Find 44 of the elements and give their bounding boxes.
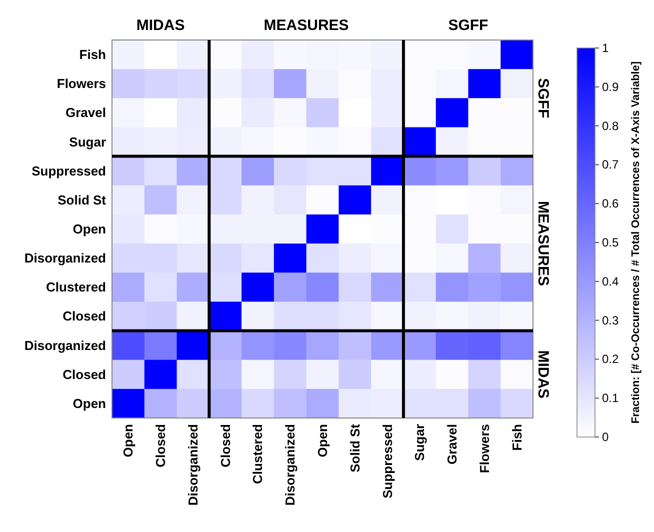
x-tick-label: Clustered [250,424,266,484]
x-tick-label: Disorganized [282,424,298,506]
x-tick-label: Disorganized [185,424,200,506]
text: MEASURES [534,201,552,286]
x-tick-label: Closed [153,424,168,468]
text: SGFF [448,17,488,34]
x-tick-label: Flowers [476,424,492,474]
x-tick-label: Open [120,424,136,458]
y-tick-label: Closed [62,366,106,382]
y-tick-label: Clustered [46,280,106,295]
color-bar-label: 1 [602,41,609,55]
y-tick-label: Disorganized [24,338,106,353]
text: SGFF [534,78,552,118]
x-tick-label: Suppressed [380,424,395,498]
x-tick-label: Open [315,424,330,458]
color-bar-label: 0 [602,430,609,444]
color-bar-label: 0.9 [602,80,620,94]
text: MIDAS [534,350,552,399]
color-bar-label: 0.3 [602,313,620,328]
text: MIDAS [136,17,185,34]
color-bar-title: Fraction: [# Co-Occurrences / # Total Occurrences of X-Axis Variable] [630,61,642,424]
y-tick-label: Open [72,396,106,411]
color-bar-label: 0.4 [602,274,620,288]
y-tick-label: Fish [79,47,106,62]
color-bar-label: 0.6 [602,196,620,211]
text: MEASURES [264,17,349,34]
y-tick-label: Open [72,222,106,236]
x-tick-label: Solid St [347,423,362,472]
x-tick-label: Closed [218,424,233,468]
x-tick-label: Gravel [444,424,460,464]
y-tick-label: Gravel [66,105,106,120]
color-bar-label: 0.2 [602,352,620,366]
y-tick-label: Sugar [69,134,106,150]
y-tick-label: Flowers [56,76,106,92]
color-bar-label: 0.7 [602,158,620,172]
y-tick-label: Suppressed [32,163,106,178]
color-bar-label: 0.1 [602,391,620,406]
color-bar-label: 0.5 [602,236,620,250]
y-tick-label: Solid St [58,192,107,208]
x-tick-label: Fish [509,424,524,451]
color-bar-label: 0.8 [602,118,620,133]
y-tick-label: Closed [62,308,106,324]
x-tick-label: Sugar [412,424,428,461]
y-tick-label: Disorganized [24,250,106,266]
